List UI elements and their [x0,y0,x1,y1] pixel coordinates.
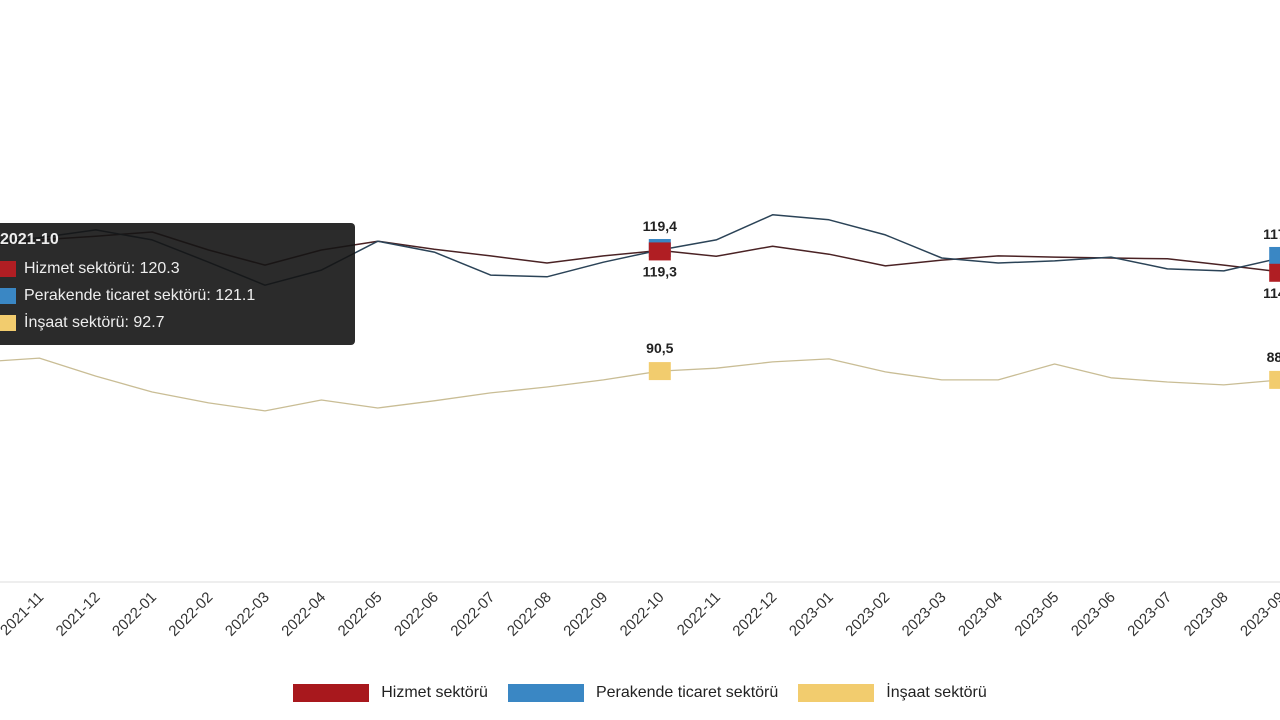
point-marker-hizmet[interactable] [1269,263,1280,282]
x-tick-label: 2022-11 [674,589,724,639]
x-tick-label: 2022-10 [617,589,668,640]
legend-swatch-icon [293,684,370,702]
x-tick-label: 2023-06 [1068,589,1119,640]
point-marker-hizmet[interactable] [648,242,671,261]
data-label-insaat: 88,4 [1267,349,1280,365]
tooltip-row-perakende: Perakende ticaret sektörü: 121.1 [0,282,355,309]
data-label-top: 119,4 [643,218,677,234]
point-marker-perakende[interactable] [1269,246,1280,265]
legend-label: Perakende ticaret sektörü [595,684,779,701]
tooltip-row-text: İnşaat sektörü: 92.7 [24,313,165,331]
tooltip-row-text: Hizmet sektörü: 120.3 [24,259,180,277]
tooltip-row-insaat: İnşaat sektörü: 92.7 [0,309,355,336]
tooltip: 2021-10 Hizmet sektörü: 120.3 Perakende … [0,223,355,345]
tooltip-title: 2021-10 [0,231,59,248]
swatch-icon [0,260,16,277]
legend-item-perakende[interactable]: Perakende ticaret sektörü [507,684,779,702]
x-tick-label: 2022-06 [391,589,442,640]
tooltip-row-hizmet: Hizmet sektörü: 120.3 [0,255,355,282]
legend-label: Hizmet sektörü [381,684,488,701]
x-tick-label: 2023-07 [1124,589,1175,640]
x-tick-label: 2022-09 [560,589,611,640]
data-label-top: 117,5 [1263,226,1280,242]
x-tick-label: 2022-04 [278,589,329,640]
x-tick-label: 2023-04 [955,589,1006,640]
legend-swatch-icon [798,684,875,702]
point-marker-insaat[interactable] [648,362,671,381]
x-tick-label: 2022-01 [109,589,160,640]
x-tick-label: 2023-08 [1181,589,1232,640]
series-line-insaat [0,357,1280,412]
x-tick-label: 2023-09 [1237,589,1280,640]
data-label-bottom: 119,3 [643,263,677,279]
legend-item-insaat[interactable]: İnşaat sektörü [798,684,987,702]
point-marker-insaat[interactable] [1269,370,1280,389]
x-tick-label: 2022-05 [335,589,386,640]
x-tick-label: 2023-02 [842,589,893,640]
tooltip-row-text: Perakende ticaret sektörü: 121.1 [24,286,256,304]
x-tick-label: 2021-11 [0,589,47,639]
x-tick-label: 2022-08 [504,589,555,640]
x-tick-label: 2022-02 [165,589,216,640]
legend-item-hizmet[interactable]: Hizmet sektörü [293,684,488,702]
data-label-bottom: 114,2 [1263,285,1280,301]
x-tick-label: 2023-05 [1011,589,1062,640]
data-label-insaat: 90,5 [646,340,673,356]
swatch-icon [0,287,16,304]
x-tick-label: 2021-12 [53,589,104,640]
x-tick-label: 2022-07 [447,589,498,640]
swatch-icon [0,314,16,331]
legend: Hizmet sektörü Perakende ticaret sektörü… [0,684,1280,702]
x-tick-label: 2023-03 [899,589,950,640]
x-tick-label: 2022-12 [729,589,780,640]
legend-label: İnşaat sektörü [886,684,987,701]
legend-swatch-icon [507,684,584,702]
x-tick-label: 2022-03 [222,589,273,640]
x-tick-label: 2023-01 [786,589,837,640]
